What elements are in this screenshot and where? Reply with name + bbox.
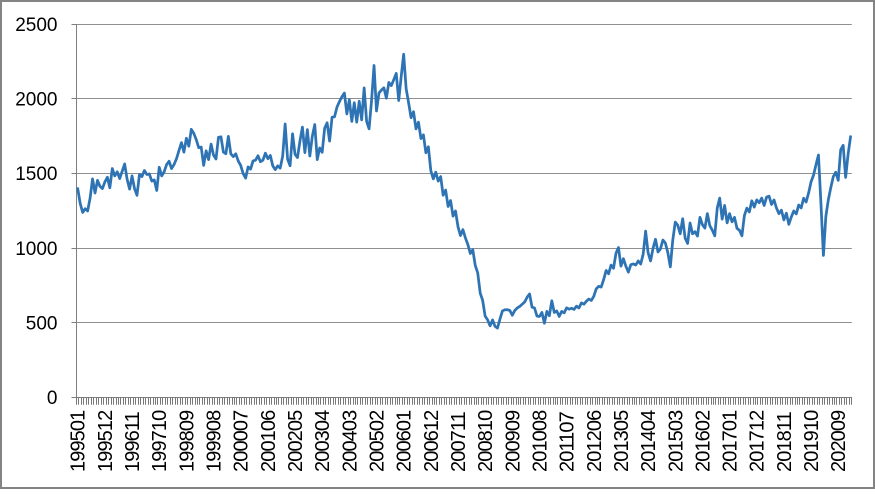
svg-text:200601: 200601 bbox=[394, 410, 416, 472]
svg-text:200403: 200403 bbox=[339, 410, 361, 472]
svg-text:0: 0 bbox=[47, 388, 58, 409]
svg-text:201701: 201701 bbox=[720, 410, 742, 472]
svg-text:201602: 201602 bbox=[692, 410, 714, 472]
svg-text:201503: 201503 bbox=[665, 410, 687, 472]
svg-text:1500: 1500 bbox=[15, 164, 57, 185]
svg-text:500: 500 bbox=[26, 314, 58, 335]
svg-text:201404: 201404 bbox=[638, 410, 660, 472]
svg-text:199611: 199611 bbox=[122, 411, 144, 472]
svg-text:201910: 201910 bbox=[801, 410, 823, 472]
svg-text:2000: 2000 bbox=[15, 90, 57, 111]
svg-text:200711: 200711 bbox=[448, 411, 470, 472]
svg-text:1000: 1000 bbox=[15, 239, 57, 260]
svg-text:200106: 200106 bbox=[258, 410, 280, 472]
svg-text:200007: 200007 bbox=[231, 410, 253, 472]
svg-text:2500: 2500 bbox=[15, 15, 57, 36]
svg-text:200304: 200304 bbox=[312, 410, 334, 472]
svg-text:201712: 201712 bbox=[747, 410, 769, 472]
svg-text:202009: 202009 bbox=[828, 410, 850, 472]
svg-text:200810: 200810 bbox=[475, 410, 497, 472]
svg-text:201811: 201811 bbox=[774, 411, 796, 472]
svg-text:199809: 199809 bbox=[176, 410, 198, 472]
svg-text:199710: 199710 bbox=[149, 410, 171, 472]
svg-text:200502: 200502 bbox=[367, 410, 389, 472]
svg-text:199512: 199512 bbox=[95, 410, 117, 472]
svg-text:201107: 201107 bbox=[557, 411, 579, 472]
svg-text:200612: 200612 bbox=[421, 410, 443, 472]
svg-text:200205: 200205 bbox=[285, 410, 307, 472]
svg-text:199501: 199501 bbox=[68, 410, 90, 472]
svg-text:200909: 200909 bbox=[502, 410, 524, 472]
svg-text:201206: 201206 bbox=[584, 410, 606, 472]
svg-text:201008: 201008 bbox=[530, 410, 552, 472]
svg-text:199908: 199908 bbox=[204, 410, 226, 472]
svg-text:201305: 201305 bbox=[611, 410, 633, 472]
